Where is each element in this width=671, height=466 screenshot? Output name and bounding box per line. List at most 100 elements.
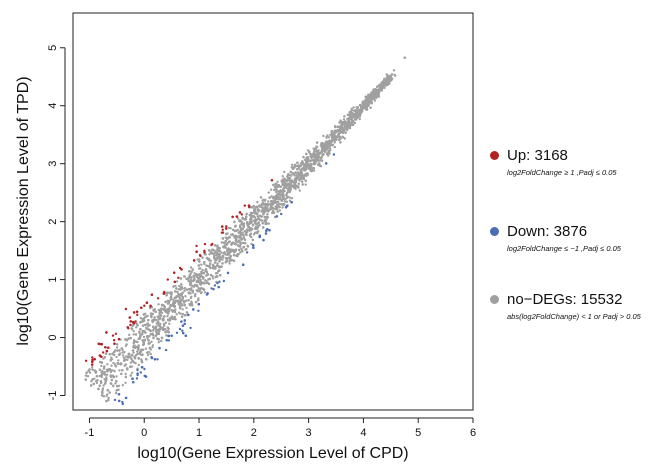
point-no-degs [97,387,100,391]
point-no-degs [340,124,343,127]
point-no-degs [202,276,205,279]
point-down [210,287,213,290]
point-no-degs [369,94,372,98]
point-no-degs [278,205,281,209]
point-no-degs [161,328,165,332]
point-no-degs [390,73,394,76]
point-no-degs [369,106,372,110]
point-no-degs [189,283,192,287]
point-no-degs [153,316,156,319]
point-no-degs [282,203,285,207]
point-no-degs [178,297,182,300]
point-no-degs [195,273,198,276]
point-down [136,368,139,372]
point-up [101,351,105,354]
point-no-degs [94,370,98,373]
point-down [213,284,217,287]
point-no-degs [134,333,138,336]
point-no-degs [278,196,282,199]
point-no-degs [171,317,175,320]
point-no-degs [275,194,278,198]
point-no-degs [315,145,319,149]
point-no-degs [183,287,187,290]
point-no-degs [136,324,139,327]
point-no-degs [359,106,363,110]
point-down [212,288,215,291]
point-up [240,213,243,216]
point-no-degs [158,313,161,317]
point-no-degs [179,312,182,315]
point-no-degs [164,321,168,324]
point-no-degs [220,265,223,268]
point-no-degs [241,228,244,231]
point-no-degs [312,169,316,172]
point-no-degs [113,369,116,373]
point-no-degs [272,197,275,200]
point-no-degs [236,240,239,244]
point-no-degs [181,287,184,290]
point-no-degs [190,302,193,305]
point-no-degs [381,85,384,88]
point-no-degs [304,179,307,182]
point-no-degs [290,197,294,200]
point-no-degs [211,266,215,270]
point-no-degs [227,248,231,252]
point-no-degs [126,358,129,361]
point-no-degs [138,352,141,355]
point-no-degs [200,272,203,275]
point-no-degs [84,378,87,381]
point-no-degs [133,340,136,343]
point-no-degs [233,242,236,245]
point-no-degs [246,221,249,224]
point-no-degs [361,105,364,108]
point-no-degs [253,227,257,230]
point-no-degs [351,123,354,127]
point-no-degs [161,326,165,330]
point-no-degs [153,327,156,330]
point-no-degs [361,102,365,105]
point-no-degs [309,163,312,167]
point-no-degs [103,371,106,374]
point-no-degs [164,300,167,304]
point-no-degs [185,288,189,291]
point-no-degs [139,328,142,331]
point-no-degs [301,160,304,163]
point-no-degs [343,115,346,118]
point-no-degs [243,238,247,241]
point-no-degs [330,131,334,134]
point-no-degs [350,114,353,117]
point-no-degs [221,254,225,258]
point-down [216,281,219,285]
point-no-degs [244,233,248,236]
point-no-degs [234,237,237,240]
point-no-degs [191,284,194,288]
point-no-degs [256,231,259,234]
point-no-degs [308,167,311,170]
point-no-degs [190,295,193,298]
point-no-degs [129,357,133,360]
point-no-degs [216,264,219,267]
point-no-degs [255,213,259,216]
point-no-degs [257,225,260,228]
point-no-degs [209,266,212,270]
point-no-degs [333,129,336,132]
point-no-degs [300,180,304,183]
point-up [243,204,246,207]
point-no-degs [116,362,119,365]
point-no-degs [331,143,334,147]
point-no-degs [322,153,325,156]
point-no-degs [131,360,135,363]
point-no-degs [333,141,336,144]
point-no-degs [198,267,202,270]
point-no-degs [149,312,153,315]
point-no-degs [218,257,221,260]
point-no-degs [260,215,263,218]
point-no-degs [242,236,246,239]
point-no-degs [179,288,182,291]
point-no-degs [276,200,280,203]
point-no-degs [306,156,309,159]
point-no-degs [263,209,266,212]
point-no-degs [149,348,152,351]
point-no-degs [146,336,149,339]
point-no-degs [255,223,258,226]
